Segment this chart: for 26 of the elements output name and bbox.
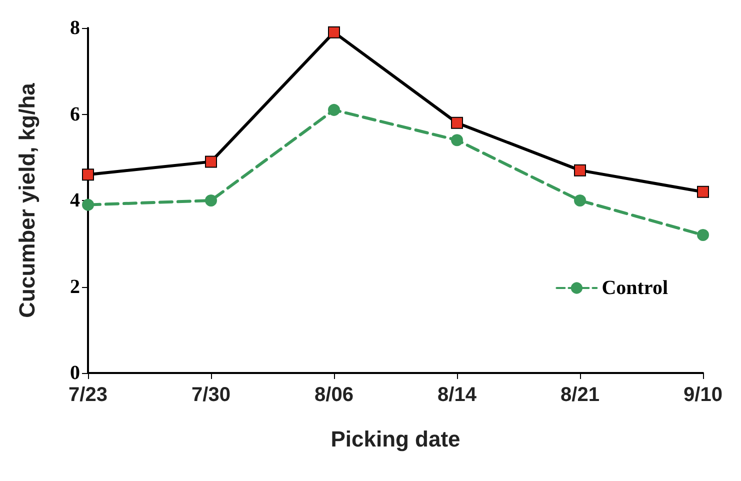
x-axis-title: Picking date [330, 426, 460, 452]
y-tick-label: 8 [70, 17, 80, 39]
point [697, 186, 709, 198]
y-tick-label: 0 [70, 362, 80, 384]
x-tick-label: 7/30 [192, 384, 230, 406]
y-tick-label: 2 [70, 276, 80, 298]
point [328, 26, 340, 38]
point [205, 194, 217, 206]
y-tick-label: 4 [70, 190, 80, 212]
point [574, 164, 586, 176]
legend-label: Control [602, 277, 668, 299]
point [82, 168, 94, 181]
x-tick-label: 8/14 [438, 384, 478, 406]
point [328, 104, 340, 116]
point [451, 116, 463, 129]
point [574, 194, 586, 206]
x-tick-label: 7/23 [68, 384, 108, 406]
x-tick-label: 8/06 [314, 384, 354, 406]
x-tick-label: 9/10 [684, 384, 722, 406]
x-tick-label: 8/21 [560, 384, 600, 406]
point [451, 134, 463, 146]
point [205, 156, 217, 168]
y-axis-title: Cucumber yield, kg/ha [14, 82, 40, 318]
point [82, 198, 94, 211]
point [697, 229, 709, 241]
y-tick-label: 6 [70, 103, 80, 126]
